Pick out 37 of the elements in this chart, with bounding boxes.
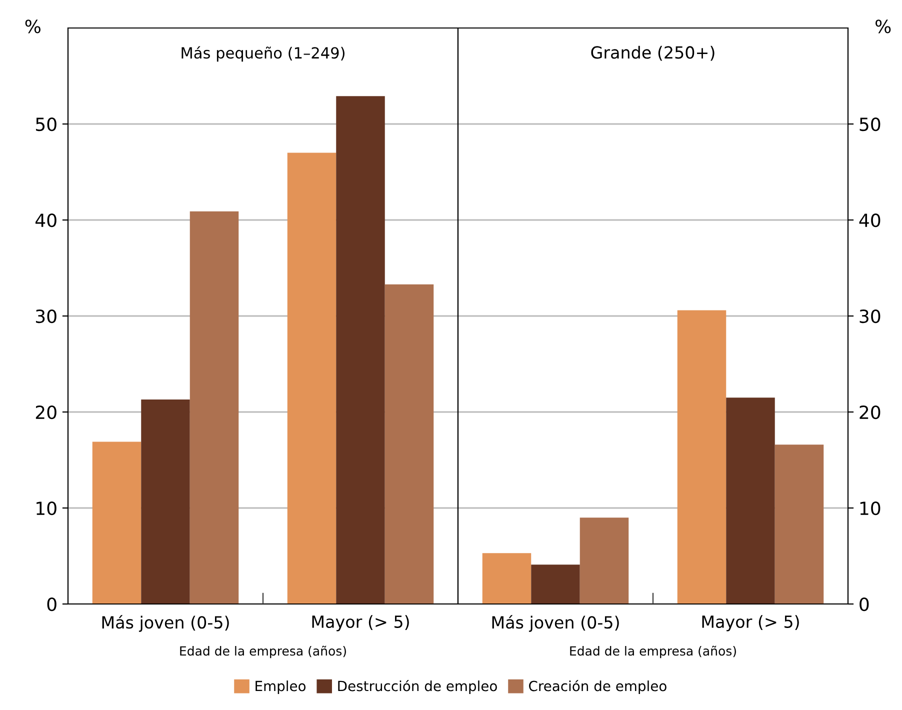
text: Grande (250+) [591,46,714,61]
x-axis-title: Edad de la empresa (años) [180,646,346,658]
bar [384,284,434,604]
y-axis-title: % [25,20,40,34]
y-tick-label: 0 [47,597,56,612]
bar [580,518,629,604]
legend-label: Creación de empleo [529,680,666,694]
y-tick-label: 30 [36,309,56,324]
bar [190,211,239,604]
x-axis-title: Edad de la empresa (años) [570,646,736,658]
legend-label: Destrucción de empleo [338,680,497,694]
y2-tick-label: 10 [860,501,880,516]
bar [726,398,775,604]
legend-label: Empleo [256,680,306,694]
y-tick-label: 10 [36,501,56,516]
y-tick-label: 40 [35,213,56,228]
bar [141,400,190,604]
x-tick-label: Mayor (> 5) [702,615,799,632]
x-tick-label: Más joven (0-5) [102,615,229,632]
x-tick-label: Mayor (> 5) [312,615,409,632]
x-tick-label: Más joven (0-5) [492,615,619,632]
y-tick-label: 20 [36,405,56,420]
bar [336,96,385,604]
bar [92,442,142,604]
y2-tick-label: 0 [860,597,869,612]
bar [287,152,336,604]
y2-tick-label: 20 [860,405,880,420]
bar [774,444,824,604]
y2-tick-label: 40 [859,213,880,228]
text: Más pequeño (1–249) [182,46,344,62]
y2-axis-title: % [876,20,891,34]
y-tick-label: 50 [36,117,56,132]
bar [677,310,726,604]
bar [531,564,580,604]
y2-tick-label: 30 [860,309,880,324]
bar [482,553,532,604]
y2-tick-label: 50 [860,117,880,132]
